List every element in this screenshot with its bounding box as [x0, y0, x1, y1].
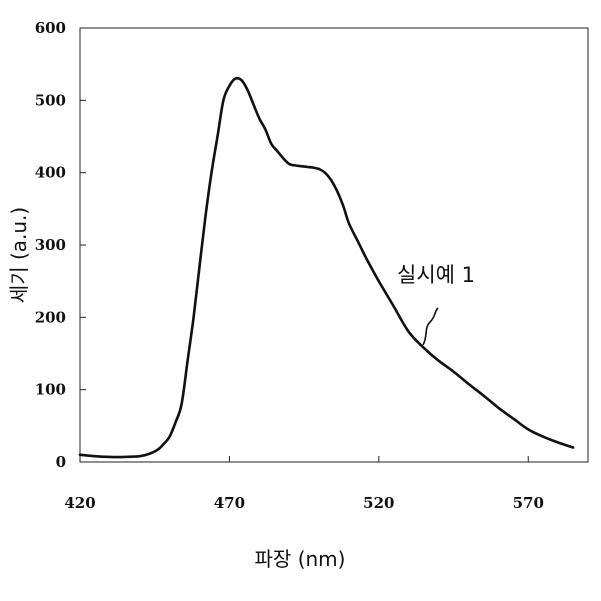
data-point — [453, 371, 455, 373]
data-point — [393, 306, 395, 308]
data-point — [217, 136, 219, 138]
data-point — [423, 347, 425, 349]
data-point — [498, 407, 500, 409]
data-point — [527, 429, 529, 431]
y-tick-label: 200 — [35, 308, 66, 326]
x-axis-ticks: 420 470 520 570 — [64, 456, 544, 512]
data-point — [572, 447, 574, 449]
data-point — [366, 259, 368, 261]
plot-frame — [80, 28, 588, 462]
data-point — [223, 100, 225, 102]
x-tick-label: 470 — [214, 494, 245, 512]
x-tick-label: 520 — [363, 494, 394, 512]
data-point — [542, 436, 544, 438]
data-point — [148, 453, 150, 455]
data-point — [193, 317, 195, 319]
data-point — [229, 85, 231, 87]
annotation-leader-line — [423, 308, 438, 345]
data-point — [336, 190, 338, 192]
data-point — [139, 455, 141, 457]
data-point — [438, 360, 440, 362]
data-point — [513, 418, 515, 420]
data-point — [408, 331, 410, 333]
data-point — [357, 241, 359, 243]
annotation-label: 실시예 1 — [397, 263, 475, 287]
y-tick-label: 300 — [35, 236, 66, 254]
data-point — [109, 456, 111, 458]
y-tick-label: 400 — [35, 164, 66, 182]
y-axis-ticks: 0 100 200 300 400 500 600 — [35, 19, 86, 471]
data-point — [378, 280, 380, 282]
data-point — [276, 150, 278, 152]
data-point — [312, 167, 314, 169]
data-point — [253, 103, 255, 105]
data-point — [294, 165, 296, 167]
data-point — [247, 89, 249, 91]
data-point — [270, 143, 272, 145]
data-point — [211, 172, 213, 174]
y-tick-label: 0 — [56, 453, 66, 471]
y-tick-label: 500 — [35, 91, 66, 109]
data-point — [468, 383, 470, 385]
data-point — [282, 157, 284, 159]
data-point — [181, 403, 183, 405]
x-tick-label: 570 — [513, 494, 544, 512]
x-tick-label: 420 — [64, 494, 95, 512]
data-point — [175, 421, 177, 423]
x-axis-title: 파장 (nm) — [255, 547, 346, 571]
data-point — [483, 395, 485, 397]
data-point — [265, 129, 267, 131]
data-point — [557, 442, 559, 444]
data-point — [163, 443, 165, 445]
data-point — [324, 172, 326, 174]
data-point — [288, 163, 290, 165]
data-point — [94, 455, 96, 457]
data-point — [124, 456, 126, 458]
y-tick-label: 100 — [35, 381, 66, 399]
data-point — [157, 449, 159, 451]
data-point — [241, 79, 243, 81]
y-tick-label: 600 — [35, 19, 66, 37]
data-point — [235, 78, 237, 80]
data-point — [79, 454, 81, 456]
data-point — [300, 165, 302, 167]
data-point — [318, 168, 320, 170]
data-point — [199, 266, 201, 268]
series-points — [79, 78, 574, 458]
data-point — [205, 215, 207, 217]
data-point — [259, 118, 261, 120]
data-point — [342, 204, 344, 206]
data-point — [330, 179, 332, 181]
data-point — [306, 166, 308, 168]
data-point — [348, 223, 350, 225]
data-point — [169, 436, 171, 438]
y-axis-title: 세기 (a.u.) — [7, 207, 31, 303]
data-point — [187, 360, 189, 362]
series-line-example-1 — [80, 78, 573, 457]
